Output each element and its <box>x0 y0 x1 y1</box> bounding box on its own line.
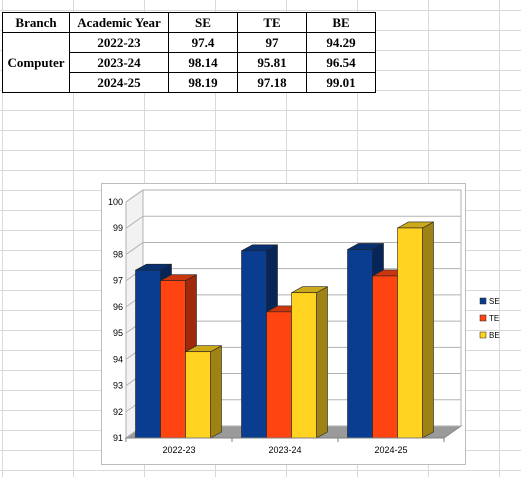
legend-swatch-te <box>479 314 487 322</box>
table-row: 2023-24 98.14 95.81 96.54 <box>3 52 376 73</box>
y-tick-label: 96 <box>113 302 123 312</box>
legend-swatch-se <box>479 297 487 305</box>
chart-legend: SE TE BE <box>479 297 500 340</box>
year-cell[interactable]: 2022-23 <box>69 32 169 53</box>
header-te[interactable]: TE <box>237 12 307 33</box>
embedded-chart[interactable]: 91 92 93 94 95 96 97 98 99 100 2022-23 2023-24 2024-… <box>101 183 466 465</box>
be-cell[interactable]: 94.29 <box>306 32 376 53</box>
header-branch[interactable]: Branch <box>2 12 70 33</box>
se-cell[interactable]: 97.4 <box>168 32 238 53</box>
legend-label-se: SE <box>489 297 500 306</box>
bar <box>160 280 186 439</box>
te-cell[interactable]: 97.18 <box>237 72 307 93</box>
x-tick-label: 2023-24 <box>268 445 301 455</box>
branch-cell[interactable]: Computer <box>2 32 70 93</box>
y-tick-label: 97 <box>113 276 123 286</box>
bar-side <box>316 286 328 439</box>
bar <box>291 292 317 439</box>
y-tick-label: 94 <box>113 354 123 364</box>
header-academic-year[interactable]: Academic Year <box>69 12 169 33</box>
be-cell[interactable]: 99.01 <box>306 72 376 93</box>
x-tick-label: 2022-23 <box>162 445 195 455</box>
header-se[interactable]: SE <box>168 12 238 33</box>
bar <box>241 250 267 439</box>
y-tick-label: 98 <box>113 249 123 259</box>
bar <box>372 275 398 439</box>
year-cell[interactable]: 2023-24 <box>69 52 169 73</box>
y-tick-label: 91 <box>113 433 123 443</box>
se-cell[interactable]: 98.19 <box>168 72 238 93</box>
bar <box>347 249 373 439</box>
gridline-depth <box>125 242 144 255</box>
gridline-depth <box>125 189 144 203</box>
results-table: Branch Academic Year SE TE BE Computer 2… <box>2 12 376 93</box>
table-row: Computer 2022-23 97.4 97 94.29 <box>2 32 376 93</box>
se-cell[interactable]: 98.14 <box>168 52 238 73</box>
te-cell[interactable]: 97 <box>237 32 307 53</box>
bar <box>397 227 423 439</box>
be-cell[interactable]: 96.54 <box>306 52 376 73</box>
gridline-depth <box>125 215 144 229</box>
x-tick-label: 2024-25 <box>374 445 407 455</box>
bar-chart-svg: 91 92 93 94 95 96 97 98 99 100 2022-23 2023-24 2024-… <box>108 189 463 455</box>
y-tick-label: 100 <box>108 197 123 207</box>
te-cell[interactable]: 95.81 <box>237 52 307 73</box>
y-tick-label: 99 <box>113 223 123 233</box>
bar-side <box>210 345 222 439</box>
year-cell[interactable]: 2024-25 <box>69 72 169 93</box>
table-header-row: Branch Academic Year SE TE BE <box>2 12 376 33</box>
table-row: 2024-25 98.19 97.18 99.01 <box>3 72 376 93</box>
legend-label-te: TE <box>489 314 499 323</box>
bar <box>135 269 161 439</box>
bar <box>185 351 211 439</box>
bar <box>266 311 292 439</box>
legend-swatch-be <box>479 331 487 339</box>
y-tick-label: 93 <box>113 381 123 391</box>
bar-side <box>422 221 434 439</box>
y-tick-label: 95 <box>113 328 123 338</box>
y-tick-label: 92 <box>113 407 123 417</box>
legend-label-be: BE <box>489 331 500 340</box>
header-be[interactable]: BE <box>306 12 376 33</box>
